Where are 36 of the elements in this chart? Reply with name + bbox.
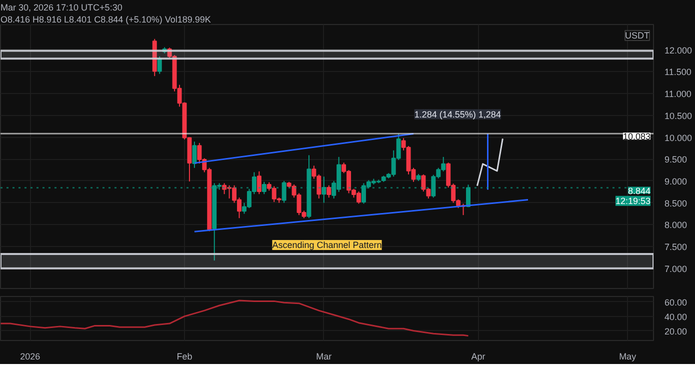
annotation: 1.284 (14.55%) 1,284 [414, 109, 501, 120]
candlestick [322, 176, 326, 204]
ref-line-label: 10.083 [622, 132, 651, 142]
y-tick-label: 7.000 [664, 264, 688, 274]
y-tick-label: 60.00 [664, 297, 688, 308]
annotation: Ascending Channel Pattern [272, 240, 382, 250]
y-tick-label: 11.500 [664, 67, 692, 78]
x-tick-label: Apr [471, 352, 486, 362]
text: Mar 30, 2026 17:10 UTC+5:30 [0, 2, 122, 12]
x-tick-label: 2026 [20, 352, 40, 362]
y-tick-label: 8.500 [664, 198, 688, 208]
x-tick-label: Mar [316, 352, 332, 362]
y-tick-label: 9.000 [664, 176, 688, 186]
candlestick [282, 180, 286, 204]
candlestick [262, 181, 266, 195]
candlestick [157, 56, 162, 74]
y-tick-label: 7.500 [664, 242, 688, 252]
y-tick-label: 12.000 [664, 45, 692, 56]
ref-line-label: 8.844 [628, 186, 651, 196]
y-tick-label: 10.500 [664, 110, 692, 121]
x-tick-label: May [619, 352, 637, 362]
y-tick-label: 9.500 [664, 154, 688, 165]
candlestick [326, 184, 332, 198]
line-series [0, 300, 470, 337]
x-tick-label: Feb [176, 352, 192, 362]
y-axis-title: USDT [625, 30, 650, 40]
line-series [476, 138, 504, 187]
candlestick [256, 170, 262, 195]
y-tick-label: 40.00 [664, 312, 688, 322]
y-tick-label: 8.000 [664, 220, 688, 230]
annotation: 12:19:53 [615, 196, 651, 206]
candlestick [192, 141, 197, 168]
y-tick-label: 11.000 [664, 89, 692, 100]
y-tick-label: 10.000 [664, 132, 692, 143]
y-tick-label: 20.00 [664, 326, 688, 336]
annotation: O8.416 H8.916 L8.401 C8.844 (+5.10%) Vol189.99K [0, 14, 211, 24]
